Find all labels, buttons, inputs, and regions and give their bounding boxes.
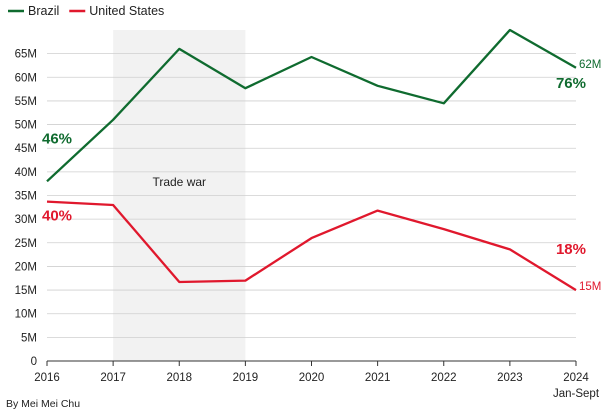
legend: Brazil United States <box>8 4 164 18</box>
series-end-percent: 18% <box>556 241 586 258</box>
y-tick-label: 25M <box>15 238 37 250</box>
y-tick-label: 65M <box>15 49 37 61</box>
series-start-percent: 46% <box>42 130 72 147</box>
series-line-united-states <box>46 200 577 292</box>
y-tick-label: 40M <box>15 167 37 179</box>
x-tick-label: 2016 <box>34 372 60 384</box>
series-start-percent: 40% <box>42 208 72 225</box>
y-tick-label: 45M <box>15 143 37 155</box>
series-lines <box>46 28 577 292</box>
chart-labels: Trade war 0 5M 10M 15M 20M 25M 30M 35M 40M 45M 50M 5… <box>15 49 602 400</box>
series-end-percent: 76% <box>556 75 586 92</box>
x-tick-sublabel: Jan-Sept <box>553 388 600 400</box>
gridlines <box>46 53 577 366</box>
y-tick-label: 60M <box>15 72 37 84</box>
x-tick-label: 2019 <box>233 372 259 384</box>
shaded-period-label: Trade war <box>152 175 206 189</box>
series-end-value: 15M <box>579 281 601 293</box>
x-tick-label: 2022 <box>431 372 457 384</box>
y-tick-label: 35M <box>15 191 37 203</box>
credit-text: By Mei Mei Chu <box>6 398 80 410</box>
y-tick-label: 10M <box>15 309 37 321</box>
y-tick-label: 55M <box>15 96 37 108</box>
y-tick-label: 5M <box>21 332 37 344</box>
legend-label: Brazil <box>28 4 59 18</box>
x-tick-label: 2024 <box>563 372 589 384</box>
x-tick-label: 2023 <box>497 372 523 384</box>
series-end-value: 62M <box>579 59 601 71</box>
series-line-brazil <box>46 28 577 183</box>
x-tick-label: 2018 <box>166 372 192 384</box>
x-tick-label: 2020 <box>299 372 325 384</box>
y-tick-label: 15M <box>15 285 37 297</box>
y-tick-label: 0 <box>31 356 37 368</box>
y-tick-label: 50M <box>15 120 37 132</box>
legend-label: United States <box>89 4 164 18</box>
x-tick-label: 2021 <box>365 372 391 384</box>
y-tick-label: 20M <box>15 261 37 273</box>
x-tick-label: 2017 <box>100 372 126 384</box>
y-tick-label: 30M <box>15 214 37 226</box>
